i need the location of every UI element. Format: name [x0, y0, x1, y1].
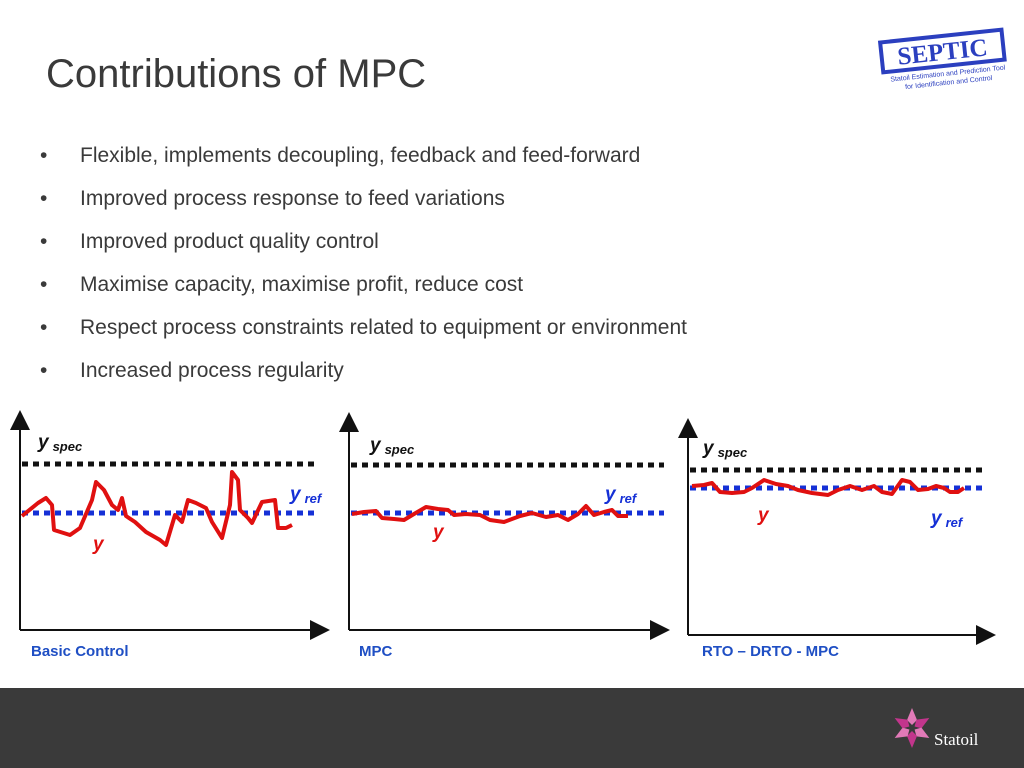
- bullet-item: • Increased process regularity: [40, 357, 687, 400]
- bullet-item: • Improved process response to feed varia…: [40, 185, 687, 228]
- y-label: y: [433, 522, 444, 543]
- ref-subscript: ref: [304, 491, 322, 506]
- spec-subscript: spec: [52, 439, 83, 454]
- bullet-item: • Maximise capacity, maximise profit, red…: [40, 271, 687, 314]
- diagram-basic-control: [0, 410, 330, 640]
- ref-subscript: ref: [619, 491, 637, 506]
- diagram-mpc: [330, 410, 670, 640]
- y-symbol: y: [38, 432, 49, 453]
- spec-subscript: spec: [717, 445, 748, 460]
- diagram-rto-drto-mpc: [670, 418, 1000, 645]
- y-spec-label: y spec: [38, 432, 82, 454]
- bullet-text: Maximise capacity, maximise profit, redu…: [80, 273, 524, 296]
- bullet-item: • Respect process constraints related to …: [40, 314, 687, 357]
- bullet-marker: •: [40, 359, 48, 382]
- y-label: y: [758, 505, 769, 526]
- bullet-text: Increased process regularity: [80, 359, 344, 382]
- ref-subscript: ref: [945, 515, 963, 530]
- y-signal: [691, 478, 966, 497]
- statoil-wordmark: Statoil: [934, 730, 979, 749]
- bullet-text: Improved product quality control: [80, 230, 379, 253]
- y-ref-label: y ref: [931, 508, 962, 530]
- spec-subscript: spec: [384, 442, 415, 457]
- bullet-text: Improved process response to feed variat…: [80, 187, 505, 210]
- septic-logo: SEPTIC Statoil Estimation and Prediction…: [876, 22, 1010, 92]
- y-symbol: y: [703, 438, 714, 459]
- caption-mpc: MPC: [359, 643, 393, 660]
- bullet-marker: •: [40, 316, 48, 339]
- statoil-star-icon: [890, 706, 934, 750]
- y-symbol: y: [370, 435, 381, 456]
- bullet-text: Flexible, implements decoupling, feedbac…: [80, 144, 641, 167]
- y-spec-label: y spec: [370, 435, 414, 457]
- bullet-item: • Improved product quality control: [40, 228, 687, 271]
- bullet-list: • Flexible, implements decoupling, feedba…: [40, 142, 687, 400]
- y-ref-label: y ref: [290, 484, 321, 506]
- bullet-marker: •: [40, 144, 48, 167]
- y-label: y: [93, 534, 104, 555]
- caption-rto-drto-mpc: RTO – DRTO - MPC: [702, 643, 839, 660]
- caption-basic-control: Basic Control: [31, 643, 129, 660]
- y-symbol: y: [931, 508, 942, 529]
- bullet-text: Respect process constraints related to e…: [80, 316, 687, 339]
- bullet-marker: •: [40, 230, 48, 253]
- footer-bar: [0, 688, 1024, 768]
- bullet-marker: •: [40, 273, 48, 296]
- y-signal: [20, 470, 293, 547]
- y-signal: [351, 504, 628, 524]
- y-ref-label: y ref: [605, 484, 636, 506]
- y-spec-label: y spec: [703, 438, 747, 460]
- bullet-marker: •: [40, 187, 48, 210]
- y-symbol: y: [290, 484, 301, 505]
- slide-title: Contributions of MPC: [46, 52, 427, 96]
- bullet-item: • Flexible, implements decoupling, feedba…: [40, 142, 687, 185]
- y-symbol: y: [605, 484, 616, 505]
